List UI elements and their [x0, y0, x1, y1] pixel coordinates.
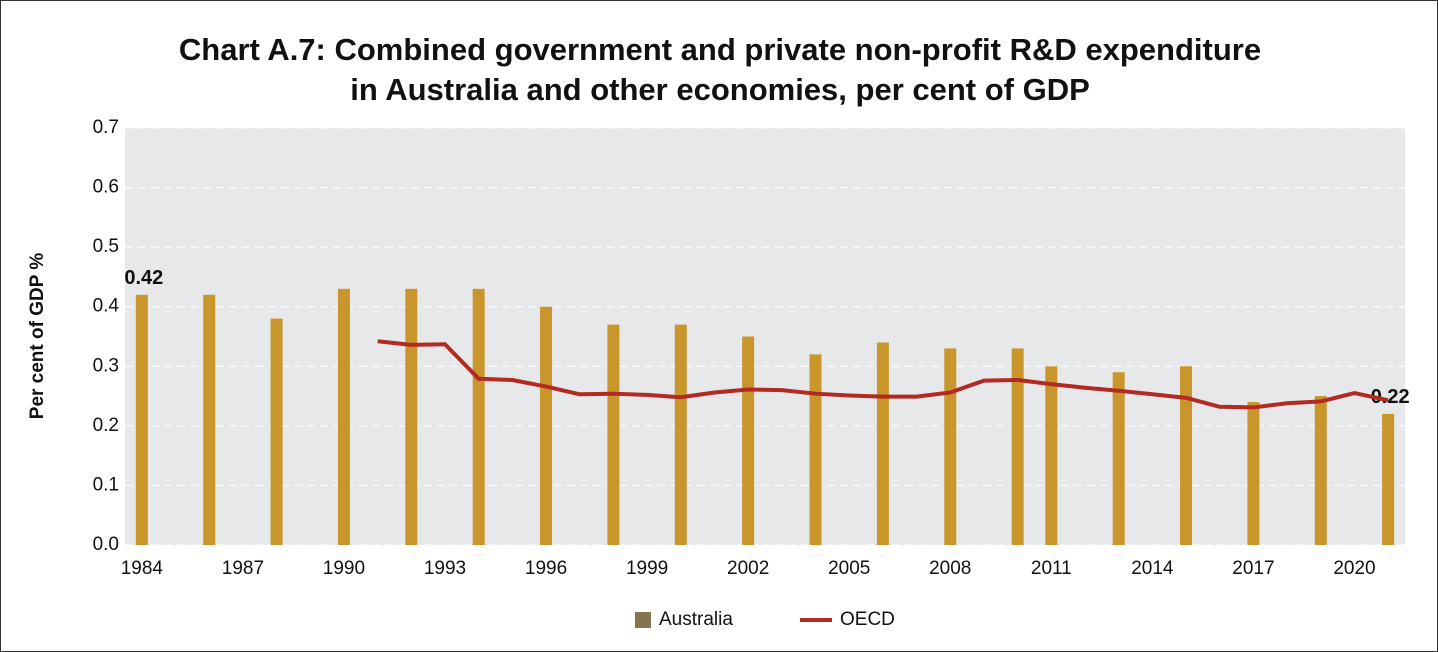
- bar: [809, 354, 822, 545]
- x-tick-label: 2005: [828, 558, 870, 579]
- bar: [607, 324, 620, 545]
- y-axis-label: Per cent of GDP %: [27, 253, 48, 420]
- data-label: 0.22: [1371, 386, 1410, 408]
- y-tick-label: 0.5: [93, 236, 119, 257]
- line: [377, 339, 1389, 410]
- legend-swatch: [635, 612, 651, 628]
- bar: [203, 294, 216, 545]
- x-tick-label: 2020: [1333, 558, 1375, 579]
- data-label: 0.42: [124, 267, 163, 289]
- chart-title: Chart A.7: Combined government and priva…: [179, 32, 1261, 67]
- plot-area: [125, 128, 1405, 545]
- x-tick-label: 2014: [1131, 558, 1174, 579]
- x-tick-label: 1990: [323, 558, 365, 579]
- x-tick-label: 1987: [222, 558, 264, 579]
- bar: [337, 288, 350, 545]
- x-tick-label: 1993: [424, 558, 466, 579]
- bar: [1011, 348, 1024, 545]
- bar: [135, 294, 148, 545]
- bar: [405, 288, 418, 545]
- y-tick-label: 0.4: [93, 296, 120, 317]
- x-tick-label: 2011: [1031, 558, 1072, 579]
- bar: [1382, 413, 1395, 545]
- bar: [944, 348, 957, 545]
- x-tick-label: 2002: [727, 558, 769, 579]
- bar: [1180, 366, 1193, 545]
- bar: [1314, 396, 1327, 545]
- bar: [270, 318, 283, 545]
- legend-label: Australia: [659, 609, 733, 630]
- x-tick-label: 2017: [1232, 558, 1274, 579]
- bar: [1247, 402, 1260, 545]
- chart-title: in Australia and other economies, per ce…: [350, 72, 1090, 107]
- y-tick-label: 0.1: [93, 474, 119, 495]
- bar: [472, 288, 485, 545]
- bar: [876, 342, 889, 545]
- y-tick-label: 0.7: [93, 117, 119, 138]
- bar: [1045, 366, 1058, 545]
- y-tick-label: 0.0: [93, 534, 119, 555]
- bar: [742, 336, 755, 545]
- bar: [540, 306, 553, 545]
- x-tick-label: 1984: [121, 558, 164, 579]
- x-tick-label: 2008: [929, 558, 971, 579]
- y-tick-label: 0.2: [93, 415, 119, 436]
- x-tick-label: 1996: [525, 558, 567, 579]
- legend-label: OECD: [840, 609, 895, 630]
- y-tick-label: 0.3: [93, 355, 119, 376]
- x-tick-label: 1999: [626, 558, 668, 579]
- bar: [1112, 372, 1125, 545]
- bar: [674, 324, 687, 545]
- y-tick-label: 0.6: [93, 177, 119, 198]
